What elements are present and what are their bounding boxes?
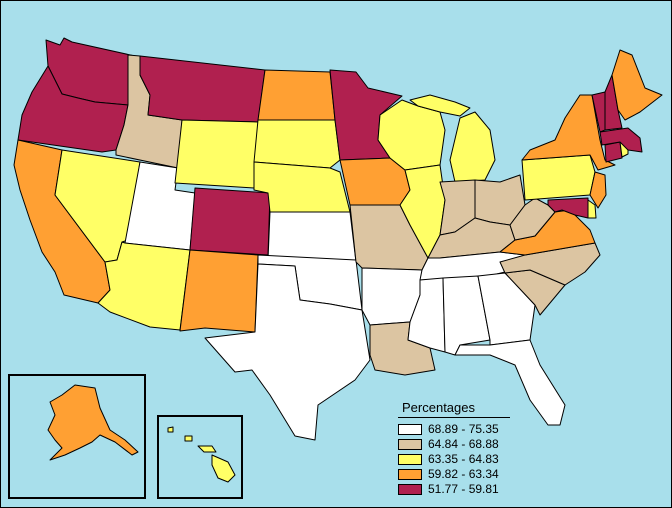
- legend-row: 63.35 - 64.83: [398, 452, 518, 466]
- state-hi-2[interactable]: [184, 435, 193, 442]
- state-mi-upper[interactable]: [409, 94, 471, 117]
- state-hi-3[interactable]: [197, 445, 217, 453]
- state-hi-1[interactable]: [167, 426, 174, 433]
- state-nh[interactable]: [604, 74, 623, 131]
- state-nj[interactable]: [589, 171, 607, 209]
- legend-swatch: [398, 423, 422, 435]
- legend-swatch: [398, 438, 422, 450]
- state-md[interactable]: [547, 197, 589, 219]
- legend-title: Percentages: [402, 400, 475, 415]
- legend-row: 51.77 - 59.81: [398, 482, 518, 496]
- legend-label: 51.77 - 59.81: [428, 482, 499, 496]
- state-tx[interactable]: [204, 263, 371, 441]
- legend: Percentages 68.89 - 75.35 64.84 - 68.88 …: [398, 400, 518, 497]
- legend-swatch: [398, 468, 422, 480]
- state-nm[interactable]: [179, 249, 259, 333]
- state-wy[interactable]: [174, 119, 259, 189]
- state-mi[interactable]: [449, 111, 496, 183]
- state-me[interactable]: [611, 49, 663, 121]
- state-fl[interactable]: [454, 339, 566, 426]
- legend-rule: [398, 417, 510, 418]
- state-co[interactable]: [189, 187, 271, 256]
- state-ks[interactable]: [267, 211, 357, 263]
- state-ct[interactable]: [604, 141, 623, 163]
- state-hi-4[interactable]: [211, 454, 236, 483]
- state-ak[interactable]: [47, 384, 139, 461]
- legend-rows: 68.89 - 75.35 64.84 - 68.88 63.35 - 64.8…: [398, 422, 518, 496]
- legend-swatch: [398, 453, 422, 465]
- state-mt[interactable]: [139, 55, 266, 123]
- legend-row: 64.84 - 68.88: [398, 437, 518, 451]
- state-ny[interactable]: [521, 94, 616, 171]
- state-sd[interactable]: [253, 119, 341, 169]
- legend-label: 59.82 - 63.34: [428, 467, 499, 481]
- legend-label: 64.84 - 68.88: [428, 437, 499, 451]
- state-pa[interactable]: [521, 154, 596, 201]
- legend-label: 63.35 - 64.83: [428, 452, 499, 466]
- state-wi[interactable]: [377, 99, 446, 171]
- legend-row: 68.89 - 75.35: [398, 422, 518, 436]
- state-nd[interactable]: [257, 69, 336, 121]
- legend-swatch: [398, 483, 422, 495]
- legend-label: 68.89 - 75.35: [428, 422, 499, 436]
- legend-row: 59.82 - 63.34: [398, 467, 518, 481]
- state-ma[interactable]: [599, 127, 643, 153]
